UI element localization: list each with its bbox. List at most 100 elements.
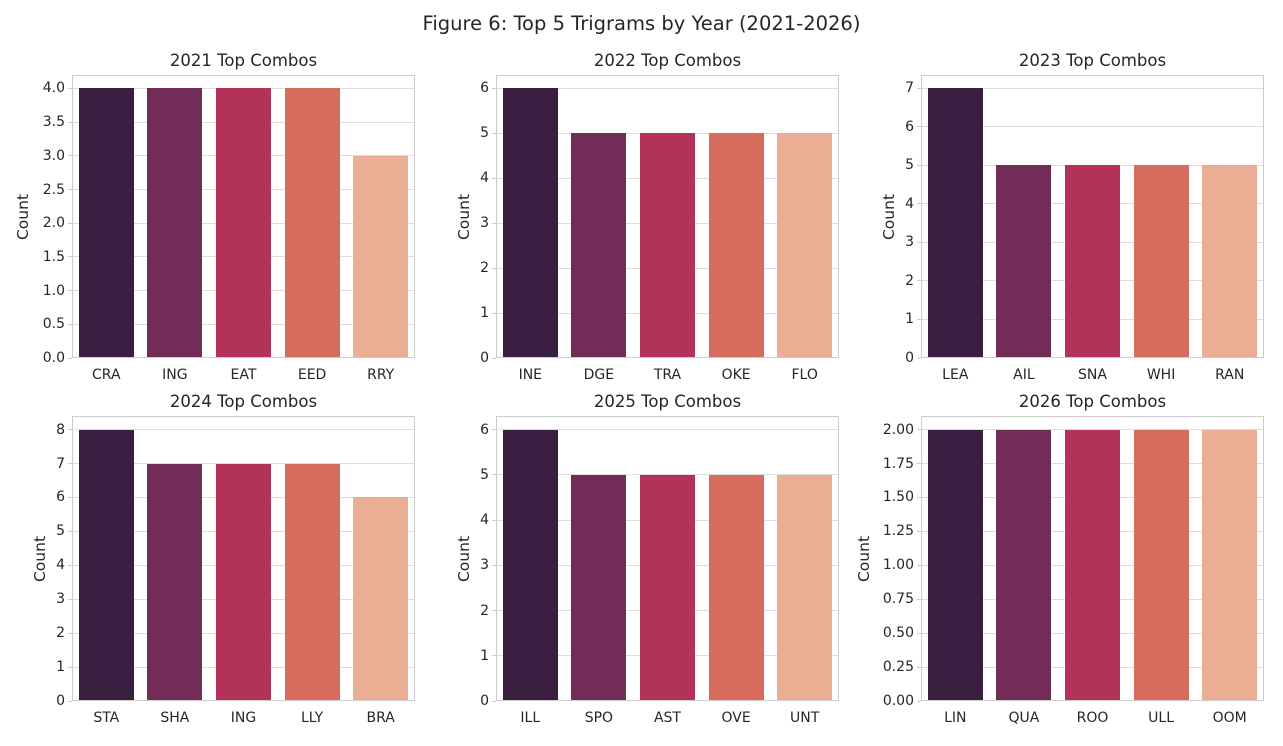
y-tick-mark (68, 666, 72, 668)
bar-sna (1065, 165, 1120, 358)
subplot-title: 2021 Top Combos (169, 51, 318, 70)
bar-qua (996, 429, 1052, 701)
x-tick-label: OVE (721, 710, 751, 726)
bar-ill (502, 429, 558, 701)
bar-sta (78, 429, 134, 701)
y-tick-label: 1.50 (882, 489, 914, 506)
y-tick-mark (917, 632, 921, 634)
y-axis-label: Count (879, 193, 898, 240)
y-tick-mark (492, 312, 496, 314)
subplot-2026: 2026 Top Combos 0.00 0.25 0.50 0.75 1.00 1.25 1… (846, 386, 1276, 743)
y-tick-mark (68, 323, 72, 325)
x-tick-label: EED (297, 367, 327, 383)
y-tick-mark (917, 280, 921, 282)
y-tick-mark (492, 610, 496, 612)
y-tick-label: 3 (905, 234, 914, 251)
subplot-2024: 2024 Top Combos 0 1 2 3 4 5 6 7 8 STA SHA ING LLY BRA C… (0, 386, 427, 743)
y-tick-mark (492, 474, 496, 476)
x-tick-label: ULL (1148, 710, 1175, 726)
y-tick-label: 0 (56, 693, 65, 709)
y-tick-label: 6 (905, 118, 914, 135)
y-tick-mark (68, 121, 72, 123)
x-tick-label: OOM (1212, 710, 1247, 726)
y-tick-mark (68, 564, 72, 566)
subplot-title: 2022 Top Combos (593, 51, 742, 70)
bar-oke (708, 133, 764, 358)
y-tick-mark (68, 290, 72, 292)
subplot-title: 2024 Top Combos (169, 392, 318, 411)
x-tick-label: OKE (721, 367, 751, 383)
y-tick-mark (492, 267, 496, 269)
y-tick-label: 6 (480, 421, 489, 438)
y-tick-label: 5 (480, 125, 489, 142)
y-tick-mark (68, 429, 72, 431)
gridline (496, 87, 839, 89)
y-tick-label: 7 (56, 455, 65, 472)
y-tick-mark (492, 655, 496, 657)
y-tick-mark (68, 155, 72, 157)
y-tick-label: 1.75 (882, 455, 914, 472)
y-tick-mark (68, 463, 72, 464)
bar-ull (1133, 429, 1189, 701)
x-tick-label: QUA (1008, 710, 1040, 726)
y-tick-label: 6 (480, 80, 489, 97)
y-tick-mark (917, 429, 921, 431)
gridline (921, 87, 1264, 89)
y-tick-label: 0.0 (42, 350, 65, 366)
subplot-title: 2023 Top Combos (1018, 51, 1167, 70)
y-tick-label: 1.25 (882, 523, 914, 540)
bar-ast (640, 474, 695, 701)
bar-spo (571, 474, 627, 701)
axes-spines (496, 75, 839, 358)
y-tick-label: 2.5 (42, 181, 65, 198)
bar-lin (927, 429, 983, 701)
y-tick-label: 3.5 (42, 114, 65, 131)
y-tick-mark (917, 598, 921, 600)
y-tick-mark (492, 564, 496, 566)
y-tick-label: 1.5 (42, 248, 65, 265)
y-tick-label: 1 (480, 305, 489, 322)
y-tick-label: 5 (56, 523, 65, 540)
bar-ove (708, 474, 764, 701)
bar-cra (78, 88, 134, 358)
axes-spines (921, 416, 1264, 701)
y-tick-mark (492, 87, 496, 89)
gridline (496, 429, 839, 431)
x-tick-label: AST (653, 710, 681, 726)
y-tick-mark (917, 496, 921, 498)
y-tick-label: 1 (480, 647, 489, 664)
y-tick-mark (492, 429, 496, 431)
x-tick-label: AIL (1013, 367, 1035, 383)
y-tick-mark (917, 318, 921, 320)
y-tick-label: 0.75 (882, 591, 914, 608)
y-tick-mark (917, 530, 921, 532)
y-tick-mark (68, 632, 72, 634)
y-tick-mark (492, 700, 496, 702)
y-tick-label: 0.50 (882, 625, 914, 642)
axes-spines (72, 75, 415, 358)
y-tick-label: 0.00 (882, 693, 914, 709)
subplot-2022: 2022 Top Combos 0 1 2 3 4 5 6 INE DGE TRA OKE FLO Cou… (421, 45, 851, 400)
bar-lly (284, 463, 340, 701)
y-tick-mark (68, 530, 72, 532)
x-tick-label: SPO (584, 710, 614, 726)
y-tick-label: 7 (905, 80, 914, 97)
x-tick-label: TRA (653, 367, 682, 383)
y-tick-label: 2.0 (42, 215, 65, 232)
y-tick-label: 2 (480, 602, 489, 619)
bar-ail (996, 165, 1052, 358)
x-tick-label: CRA (92, 367, 121, 383)
y-tick-label: 0 (905, 350, 914, 366)
x-tick-label: BRA (366, 710, 395, 726)
x-tick-label: UNT (790, 710, 820, 726)
y-tick-mark (917, 357, 921, 359)
y-tick-label: 3 (480, 215, 489, 232)
y-tick-label: 2 (905, 272, 914, 289)
y-tick-label: 5 (905, 157, 914, 174)
y-tick-label: 4 (480, 512, 489, 529)
y-tick-mark (492, 177, 496, 179)
y-tick-label: 4.0 (42, 80, 65, 97)
x-tick-label: RRY (367, 367, 395, 383)
bar-sha (147, 463, 203, 701)
